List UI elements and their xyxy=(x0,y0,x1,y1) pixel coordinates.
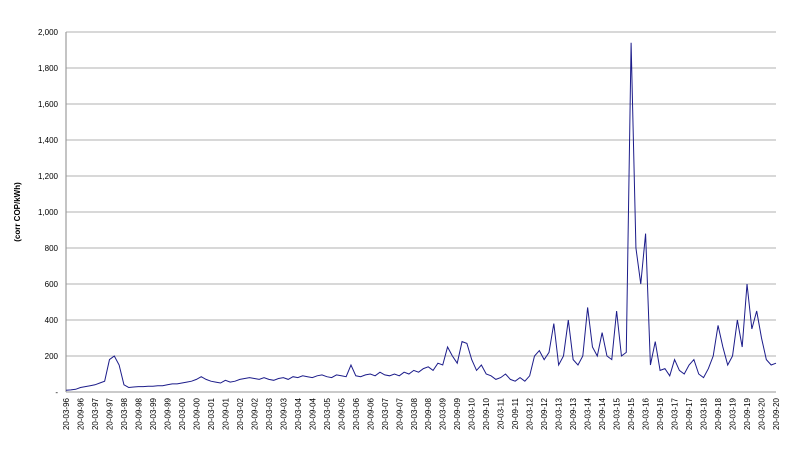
x-tick-label: 20-09-20 xyxy=(772,397,781,430)
x-tick-label: 20-03-14 xyxy=(584,397,593,430)
x-tick-label: 20-09-11 xyxy=(511,397,520,429)
x-tick-label: 20-03-10 xyxy=(468,397,477,430)
x-tick-label: 20-03-11 xyxy=(497,397,506,429)
x-tick-label: 20-09-00 xyxy=(192,397,201,430)
x-tick-label: 20-03-03 xyxy=(265,397,274,430)
x-tick-label: 20-09-13 xyxy=(569,397,578,430)
x-tick-label: 20-09-05 xyxy=(337,397,346,430)
x-tick-label: 20-09-12 xyxy=(540,397,549,430)
x-tick-label: 20-03-19 xyxy=(729,397,738,430)
y-tick-label: 800 xyxy=(45,244,59,253)
x-tick-label: 20-03-15 xyxy=(613,397,622,430)
x-tick-label: 20-03-07 xyxy=(381,397,390,430)
x-tick-label: 20-09-16 xyxy=(656,397,665,430)
y-tick-label: 600 xyxy=(45,280,59,289)
x-tick-label: 20-03-01 xyxy=(207,397,216,430)
x-tick-label: 20-09-19 xyxy=(743,397,752,430)
y-tick-label: 400 xyxy=(45,316,59,325)
x-tick-label: 20-09-06 xyxy=(366,397,375,430)
y-tick-label: 1,000 xyxy=(38,208,59,217)
x-tick-label: 20-03-13 xyxy=(555,397,564,430)
x-tick-label: 20-03-18 xyxy=(700,397,709,430)
y-tick-label: - xyxy=(55,388,58,397)
x-tick-label: 20-03-97 xyxy=(91,397,100,430)
x-tick-label: 20-09-97 xyxy=(105,397,114,430)
y-tick-label: 1,800 xyxy=(38,64,59,73)
x-tick-label: 20-03-98 xyxy=(120,397,129,430)
x-tick-label: 20-03-12 xyxy=(526,397,535,430)
x-tick-label: 20-03-17 xyxy=(671,397,680,430)
y-tick-label: 1,400 xyxy=(38,136,59,145)
x-tick-label: 20-03-05 xyxy=(323,397,332,430)
x-tick-label: 20-09-99 xyxy=(163,397,172,430)
y-tick-label: 2,000 xyxy=(38,28,59,37)
x-tick-label: 20-09-96 xyxy=(76,397,85,430)
x-tick-label: 20-09-04 xyxy=(308,397,317,430)
y-tick-label: 1,600 xyxy=(38,100,59,109)
x-tick-label: 20-09-10 xyxy=(482,397,491,430)
x-tick-label: 20-09-07 xyxy=(395,397,404,430)
x-tick-label: 20-03-06 xyxy=(352,397,361,430)
x-tick-label: 20-09-03 xyxy=(279,397,288,430)
x-tick-label: 20-03-00 xyxy=(178,397,187,430)
y-tick-label: 200 xyxy=(45,352,59,361)
x-tick-label: 20-09-15 xyxy=(627,397,636,430)
x-tick-label: 20-03-99 xyxy=(149,397,158,430)
x-tick-label: 20-03-02 xyxy=(236,397,245,430)
x-tick-label: 20-03-08 xyxy=(410,397,419,430)
x-tick-label: 20-09-09 xyxy=(453,397,462,430)
x-tick-label: 20-09-17 xyxy=(685,397,694,430)
x-tick-label: 20-09-02 xyxy=(250,397,259,430)
x-tick-label: 20-03-09 xyxy=(439,397,448,430)
x-tick-label: 20-03-96 xyxy=(62,397,71,430)
data-line xyxy=(65,42,777,391)
x-tick-label: 20-09-14 xyxy=(598,397,607,430)
x-tick-label: 20-03-20 xyxy=(758,397,767,430)
x-tick-label: 20-09-98 xyxy=(134,397,143,430)
x-tick-label: 20-09-08 xyxy=(424,397,433,430)
x-tick-label: 20-03-16 xyxy=(642,397,651,430)
x-tick-label: 20-09-18 xyxy=(714,397,723,430)
x-tick-label: 20-09-01 xyxy=(221,397,230,430)
x-tick-label: 20-03-04 xyxy=(294,397,303,430)
y-axis-title: (corr COP/kWh) xyxy=(13,182,22,242)
y-tick-label: 1,200 xyxy=(38,172,59,181)
